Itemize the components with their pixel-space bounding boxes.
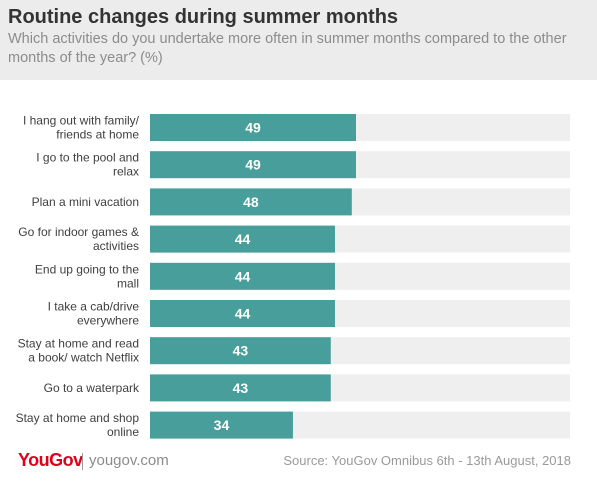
category-label-line: I go to the pool and <box>36 151 139 165</box>
category-label: Go for indoor games & activities <box>18 225 139 253</box>
bar-value-label: 44 <box>235 306 251 322</box>
bar <box>150 374 331 402</box>
bar-value-label: 49 <box>245 120 261 136</box>
chart-title: Routine changes during summer months <box>8 6 399 28</box>
bar-value-label: 34 <box>214 417 230 433</box>
category-label-line: I hang out with family/ <box>23 114 140 128</box>
chart-footer: YouGov yougov.com Source: YouGov Omnibus… <box>0 450 597 474</box>
category-label-line: I take a cab/drive <box>48 300 140 314</box>
bar <box>150 225 335 253</box>
bar <box>150 114 356 141</box>
category-label: Stay at home and read a book/ watch Netfl… <box>18 337 139 365</box>
category-label: Plan a mini vacation <box>32 195 139 209</box>
category-label-line: Go for indoor games & <box>18 225 139 239</box>
category-label-line: End up going to the <box>35 262 139 276</box>
bar <box>150 151 356 179</box>
category-label: Stay at home and shop online <box>16 411 140 439</box>
category-label-line: Plan a mini vacation <box>32 195 139 209</box>
category-label-line: a book/ watch Netflix <box>28 351 139 365</box>
category-label-line: Go to a waterpark <box>44 381 140 395</box>
bar <box>150 188 352 216</box>
bar-value-label: 44 <box>235 268 251 284</box>
bar <box>150 337 331 365</box>
bar-value-label: 48 <box>243 194 259 210</box>
category-label-line: activities <box>93 239 139 253</box>
bar-value-label: 44 <box>235 231 251 247</box>
category-label-line: friends at home <box>56 128 139 142</box>
site-url: yougov.com <box>89 452 169 469</box>
bar-value-label: 43 <box>233 380 249 396</box>
bar-value-label: 43 <box>233 343 249 359</box>
category-label-line: online <box>107 425 139 439</box>
category-label: End up going to the mall <box>35 262 139 290</box>
footer-divider <box>82 453 83 470</box>
chart-subtitle: Which activities do you undertake more o… <box>8 31 567 66</box>
bar <box>150 262 335 290</box>
bar <box>150 300 335 327</box>
category-label: I take a cab/drive everywhere <box>48 300 140 328</box>
category-label: Go to a waterpark <box>44 381 140 395</box>
chart-header: Routine changes during summer months Whi… <box>0 0 597 80</box>
category-label-line: Stay at home and shop <box>16 411 140 425</box>
source-note: Source: YouGov Omnibus 6th - 13th August… <box>283 453 571 468</box>
bar <box>150 411 293 439</box>
category-label-line: relax <box>113 165 139 179</box>
bar-chart: 49 I hang out with family/friends at home… <box>16 114 570 439</box>
category-label-line: mall <box>117 276 139 290</box>
category-label: I hang out with family/friends at home <box>23 114 140 142</box>
yougov-logo: YouGov <box>18 450 83 470</box>
category-label-line: everywhere <box>77 314 139 328</box>
category-label: I go to the pool and relax <box>36 151 139 179</box>
category-label-line: Stay at home and read <box>18 337 139 351</box>
bar-value-label: 49 <box>245 157 261 173</box>
